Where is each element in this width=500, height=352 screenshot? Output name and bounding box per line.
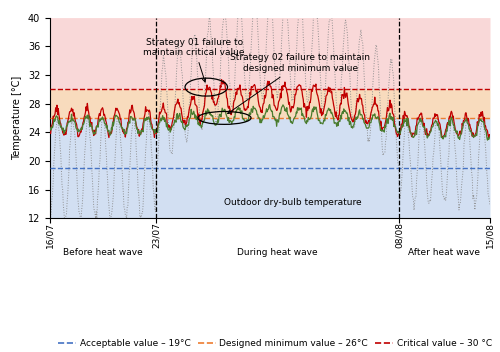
Text: Strategy 02 failure to maintain
designed minimum value: Strategy 02 failure to maintain designed…	[228, 54, 370, 114]
Text: Before heat wave: Before heat wave	[63, 248, 143, 257]
Text: Outdoor dry-bulb temperature: Outdoor dry-bulb temperature	[224, 199, 362, 207]
Text: Strategy 01 failure to
maintain critical value: Strategy 01 failure to maintain critical…	[144, 38, 245, 82]
Text: During heat wave: During heat wave	[238, 248, 318, 257]
Text: 16/07: 16/07	[46, 222, 54, 248]
Text: After heat wave: After heat wave	[408, 248, 480, 257]
Text: 23/07: 23/07	[152, 222, 160, 248]
Text: 15/08: 15/08	[486, 222, 494, 248]
Y-axis label: Temperature [°C]: Temperature [°C]	[12, 76, 22, 160]
Text: 08/08: 08/08	[394, 222, 404, 248]
